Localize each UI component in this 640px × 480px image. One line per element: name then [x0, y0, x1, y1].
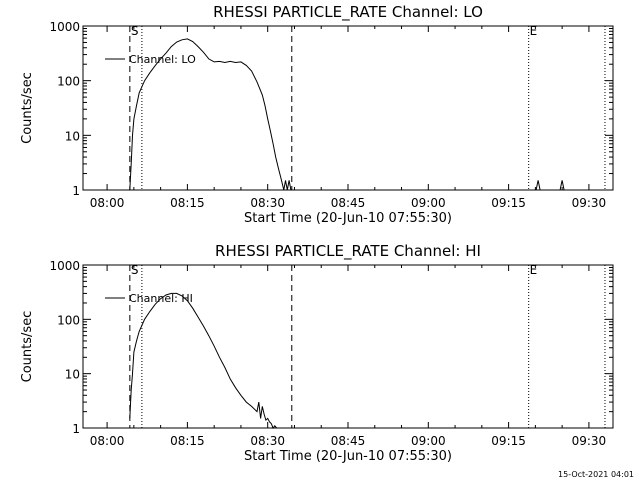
series-line: [129, 292, 277, 429]
x-tick-label: 09:00: [411, 434, 446, 448]
x-tick-label: 08:45: [331, 196, 366, 210]
x-tick-label: 08:45: [331, 434, 366, 448]
x-tick-label: 08:15: [170, 196, 205, 210]
x-tick-label: 08:15: [170, 434, 205, 448]
x-axis-label: Start Time (20-Jun-10 07:55:30): [244, 449, 452, 464]
y-tick-label: 100: [57, 313, 80, 327]
x-tick-label: 08:00: [90, 434, 125, 448]
x-tick-label: 09:15: [491, 434, 526, 448]
x-axis-label: Start Time (20-Jun-10 07:55:30): [244, 211, 452, 226]
series-spike: [559, 180, 565, 191]
marker-label: E: [530, 24, 538, 38]
y-tick-label: 1: [72, 184, 80, 198]
marker-label: S: [131, 24, 139, 38]
y-tick-label: 100: [57, 75, 80, 89]
chart-title: RHESSI PARTICLE_RATE Channel: HI: [215, 242, 481, 261]
x-tick-label: 08:30: [250, 434, 285, 448]
marker-label: S: [131, 263, 139, 277]
y-tick-label: 1000: [49, 20, 80, 34]
series-line: [129, 38, 293, 191]
y-tick-label: 1: [72, 422, 80, 436]
y-tick-label: 10: [65, 368, 80, 382]
x-tick-label: 08:30: [250, 196, 285, 210]
legend-label: Channel: LO: [129, 53, 196, 66]
series-spike: [535, 180, 541, 191]
plot-timestamp: 15-Oct-2021 04:01: [558, 470, 634, 479]
x-tick-label: 09:30: [572, 434, 607, 448]
legend-label: Channel: HI: [129, 292, 193, 305]
chart-title: RHESSI PARTICLE_RATE Channel: LO: [213, 3, 483, 22]
x-tick-label: 09:15: [491, 196, 526, 210]
y-tick-label: 1000: [49, 259, 80, 273]
y-tick-label: 10: [65, 129, 80, 143]
y-axis-label: Counts/sec: [20, 72, 35, 144]
x-tick-label: 09:30: [572, 196, 607, 210]
y-axis-label: Counts/sec: [20, 311, 35, 383]
x-tick-label: 08:00: [90, 196, 125, 210]
marker-label: E: [530, 263, 538, 277]
x-tick-label: 09:00: [411, 196, 446, 210]
